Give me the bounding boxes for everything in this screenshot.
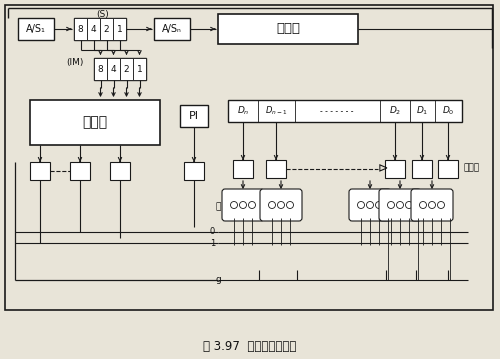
- FancyBboxPatch shape: [411, 189, 453, 221]
- Text: (IM): (IM): [66, 57, 84, 66]
- Text: $D_0$: $D_0$: [442, 105, 454, 117]
- Bar: [385, 160, 405, 178]
- Text: g: g: [215, 275, 221, 284]
- Bar: [5, 5, 493, 310]
- Text: 放大器: 放大器: [464, 163, 480, 173]
- Text: ⊳: ⊳: [378, 163, 388, 176]
- Bar: [180, 105, 208, 127]
- Bar: [70, 162, 90, 180]
- Text: - - - - - - -: - - - - - - -: [320, 107, 354, 116]
- Bar: [154, 18, 190, 40]
- Bar: [94, 58, 146, 80]
- FancyBboxPatch shape: [222, 189, 264, 221]
- Text: 1: 1: [116, 24, 122, 33]
- FancyBboxPatch shape: [349, 189, 391, 221]
- Text: (S): (S): [96, 9, 110, 19]
- Text: 寄存器: 寄存器: [276, 23, 300, 36]
- Bar: [18, 18, 54, 40]
- Text: 图 3.97  显示电路系统图: 图 3.97 显示电路系统图: [204, 340, 296, 353]
- Text: $D_{n-1}$: $D_{n-1}$: [266, 105, 287, 117]
- Text: 1: 1: [136, 65, 142, 74]
- Text: A/Sₙ: A/Sₙ: [162, 24, 182, 34]
- Text: $D_2$: $D_2$: [389, 105, 401, 117]
- Bar: [228, 100, 462, 122]
- Text: A/S₁: A/S₁: [26, 24, 46, 34]
- Text: 2: 2: [104, 24, 110, 33]
- Bar: [94, 58, 107, 80]
- Text: $D_n$: $D_n$: [236, 105, 250, 117]
- Bar: [107, 58, 120, 80]
- Bar: [133, 58, 146, 80]
- Bar: [218, 14, 358, 44]
- Bar: [30, 162, 50, 180]
- Text: 8: 8: [98, 65, 103, 74]
- Text: 4: 4: [110, 65, 116, 74]
- Bar: [87, 18, 100, 40]
- Bar: [100, 18, 113, 40]
- Bar: [266, 160, 286, 178]
- FancyBboxPatch shape: [260, 189, 302, 221]
- Text: PI: PI: [189, 111, 199, 121]
- Bar: [412, 160, 432, 178]
- Text: 4: 4: [90, 24, 96, 33]
- Text: 8: 8: [78, 24, 84, 33]
- Bar: [74, 18, 87, 40]
- Text: 点: 点: [216, 202, 220, 211]
- Bar: [184, 162, 204, 180]
- Text: 1: 1: [210, 238, 215, 247]
- Bar: [438, 160, 458, 178]
- Bar: [120, 58, 133, 80]
- Bar: [74, 18, 126, 40]
- Bar: [110, 162, 130, 180]
- FancyBboxPatch shape: [379, 189, 421, 221]
- Bar: [113, 18, 126, 40]
- Text: 2: 2: [124, 65, 130, 74]
- Bar: [30, 100, 160, 145]
- Text: $D_1$: $D_1$: [416, 105, 428, 117]
- Bar: [233, 160, 253, 178]
- Text: 0: 0: [210, 228, 215, 237]
- Text: 译码器: 译码器: [82, 115, 108, 129]
